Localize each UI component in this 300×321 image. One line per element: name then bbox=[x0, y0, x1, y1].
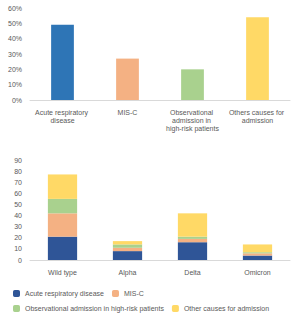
svg-text:50: 50 bbox=[14, 201, 22, 208]
svg-text:90: 90 bbox=[14, 157, 22, 164]
svg-text:10: 10 bbox=[14, 245, 22, 252]
svg-text:disease: disease bbox=[50, 117, 74, 124]
svg-text:Acute respiratory: Acute respiratory bbox=[35, 109, 90, 117]
svg-text:20%: 20% bbox=[8, 66, 22, 73]
svg-text:70: 70 bbox=[14, 179, 22, 186]
svg-text:40%: 40% bbox=[8, 35, 22, 42]
svg-text:40: 40 bbox=[14, 212, 22, 219]
svg-text:60: 60 bbox=[14, 190, 22, 197]
svg-text:30%: 30% bbox=[8, 51, 22, 58]
svg-text:admission in: admission in bbox=[172, 117, 213, 124]
svg-text:Wild type: Wild type bbox=[48, 269, 77, 277]
svg-text:30: 30 bbox=[14, 223, 22, 230]
svg-text:Other causes for admission: Other causes for admission bbox=[184, 305, 269, 312]
svg-text:0: 0 bbox=[18, 257, 22, 264]
svg-text:50%: 50% bbox=[8, 20, 22, 27]
svg-text:Others causes for: Others causes for bbox=[229, 109, 286, 116]
svg-text:Alpha: Alpha bbox=[119, 269, 137, 277]
svg-text:60%: 60% bbox=[8, 5, 22, 12]
svg-text:MIS-C: MIS-C bbox=[118, 109, 138, 116]
svg-text:high-risk patients: high-risk patients bbox=[166, 125, 219, 133]
svg-text:Delta: Delta bbox=[184, 269, 200, 276]
svg-text:80: 80 bbox=[14, 168, 22, 175]
svg-text:Observational admission in hig: Observational admission in high-risk pat… bbox=[25, 305, 164, 313]
svg-text:10%: 10% bbox=[8, 81, 22, 88]
svg-text:admission: admission bbox=[242, 117, 274, 124]
svg-text:Acute respiratory disease: Acute respiratory disease bbox=[25, 290, 104, 298]
svg-text:Omicron: Omicron bbox=[244, 269, 271, 276]
svg-text:20: 20 bbox=[14, 234, 22, 241]
svg-text:MIS-C: MIS-C bbox=[124, 290, 144, 297]
svg-text:Observational: Observational bbox=[170, 109, 215, 116]
svg-text:0%: 0% bbox=[12, 97, 22, 104]
